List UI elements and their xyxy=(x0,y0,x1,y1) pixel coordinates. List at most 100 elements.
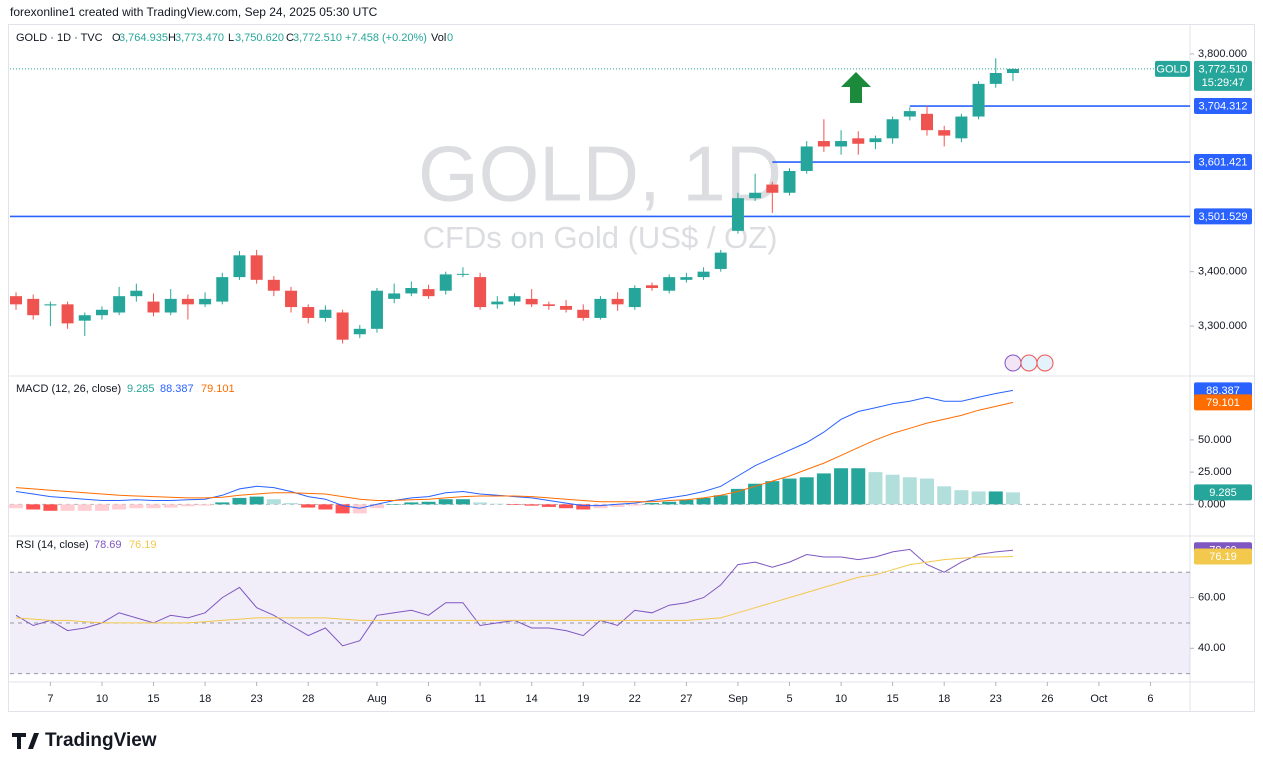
histogram-bar xyxy=(593,504,608,509)
candle-body xyxy=(422,289,435,297)
candle-body xyxy=(749,192,762,199)
histogram-bar xyxy=(507,504,522,505)
candle-body xyxy=(250,255,263,280)
x-tick-label: 5 xyxy=(786,693,792,705)
candle-body xyxy=(731,198,744,231)
histogram-bar xyxy=(954,490,969,505)
histogram-bar xyxy=(576,504,591,510)
x-tick-label: 18 xyxy=(938,693,950,705)
watermark: GOLD, 1D xyxy=(418,130,782,218)
candle-body xyxy=(336,312,349,340)
candle-body xyxy=(560,305,573,310)
x-tick-label: 23 xyxy=(990,693,1002,705)
last-price-bg xyxy=(1194,60,1252,91)
pane-title: MACD (12, 26, close) xyxy=(16,383,121,395)
histogram-bar xyxy=(284,503,299,505)
histogram-bar xyxy=(318,504,333,510)
candle-body xyxy=(645,285,658,288)
y-tick-label: 0.000 xyxy=(1198,498,1226,510)
level-label-bg xyxy=(1194,98,1252,115)
histogram-bar xyxy=(249,496,264,505)
candle-body xyxy=(27,298,40,316)
y-tick-label: 50.000 xyxy=(1198,434,1232,446)
legend-value: 79.101 xyxy=(201,383,235,395)
axis-value: 76.19 xyxy=(1209,551,1237,563)
x-tick-label: Sep xyxy=(728,693,748,705)
candle-body xyxy=(628,288,641,308)
level-label: 3,501.529 xyxy=(1199,211,1248,223)
axis-value: 88.387 xyxy=(1206,385,1240,397)
candle-body xyxy=(783,170,796,193)
histogram-bar xyxy=(868,472,883,505)
legend-value: 9.285 xyxy=(127,383,155,395)
level-label-bg xyxy=(1194,154,1252,171)
candle-body xyxy=(10,296,23,305)
histogram-bar xyxy=(851,468,866,505)
histogram-bar xyxy=(232,497,247,505)
histogram-bar xyxy=(387,504,402,505)
candle-body xyxy=(903,111,916,117)
candle-body xyxy=(78,315,91,321)
chart-frame xyxy=(8,24,1255,712)
candle-body xyxy=(714,252,727,269)
histogram-bar xyxy=(988,491,1003,505)
candle-body xyxy=(680,277,693,280)
candle-body xyxy=(388,293,401,299)
candle-body xyxy=(130,290,143,297)
histogram-bar xyxy=(60,504,75,511)
histogram-bar xyxy=(215,502,230,505)
histogram-bar xyxy=(352,504,367,514)
y-tick-label: 3,300.000 xyxy=(1198,320,1247,332)
x-tick-label: 19 xyxy=(577,693,589,705)
watermark-subtitle: CFDs on Gold (US$ / OZ) xyxy=(423,220,778,255)
axis-value-bg xyxy=(1194,548,1252,565)
symbol-tag: GOLD xyxy=(1156,63,1187,75)
histogram-bar xyxy=(43,504,58,511)
icon xyxy=(1036,354,1054,372)
volume-key: Vol xyxy=(431,32,446,44)
x-tick-label: 6 xyxy=(425,693,431,705)
pane-title: RSI (14, close) xyxy=(16,539,89,551)
candle-body xyxy=(817,141,830,147)
candle-body xyxy=(491,301,504,305)
candle-body xyxy=(353,328,366,335)
axis-value-bg xyxy=(1194,484,1252,501)
histogram-bar xyxy=(834,468,849,505)
candle-body xyxy=(456,273,469,275)
candle-body xyxy=(113,296,126,313)
symbol: GOLD · 1D · TVC xyxy=(16,32,103,44)
candle-body xyxy=(663,277,676,291)
candle-body xyxy=(1006,68,1019,74)
candle-body xyxy=(44,304,57,306)
candle-body xyxy=(938,130,951,136)
candle-body xyxy=(766,184,779,193)
histogram-bar xyxy=(696,497,711,505)
y-tick-label: 3,800.000 xyxy=(1198,48,1247,60)
histogram-bar xyxy=(559,504,574,509)
histogram-bar xyxy=(421,501,436,505)
level-label-bg xyxy=(1194,208,1252,225)
ohlc-key: O xyxy=(112,32,121,44)
indicator-line xyxy=(15,556,1014,624)
level-label: 3,704.312 xyxy=(1199,100,1248,112)
histogram-bar xyxy=(438,499,453,505)
histogram-bar xyxy=(369,504,384,509)
y-tick-label: 3,400.000 xyxy=(1198,266,1247,278)
histogram-bar xyxy=(198,504,213,506)
ohlc-key: C xyxy=(286,32,294,44)
x-tick-label: 23 xyxy=(251,693,263,705)
legend-value: 76.19 xyxy=(129,539,157,551)
histogram-bar xyxy=(301,504,316,508)
tradingview-logo: TradingView xyxy=(12,730,157,751)
histogram-bar xyxy=(713,495,728,505)
y-tick-label: 60.00 xyxy=(1198,591,1226,603)
axis-value-bg xyxy=(1194,394,1252,411)
histogram-bar xyxy=(541,504,556,507)
volume: 0 xyxy=(447,32,453,44)
histogram-bar xyxy=(455,499,470,505)
x-tick-label: 18 xyxy=(199,693,211,705)
ohlc-value: 3,764.935 xyxy=(119,32,168,44)
candle-body xyxy=(972,83,985,117)
histogram-bar xyxy=(404,502,419,505)
legend-value: 78.69 xyxy=(94,539,122,551)
